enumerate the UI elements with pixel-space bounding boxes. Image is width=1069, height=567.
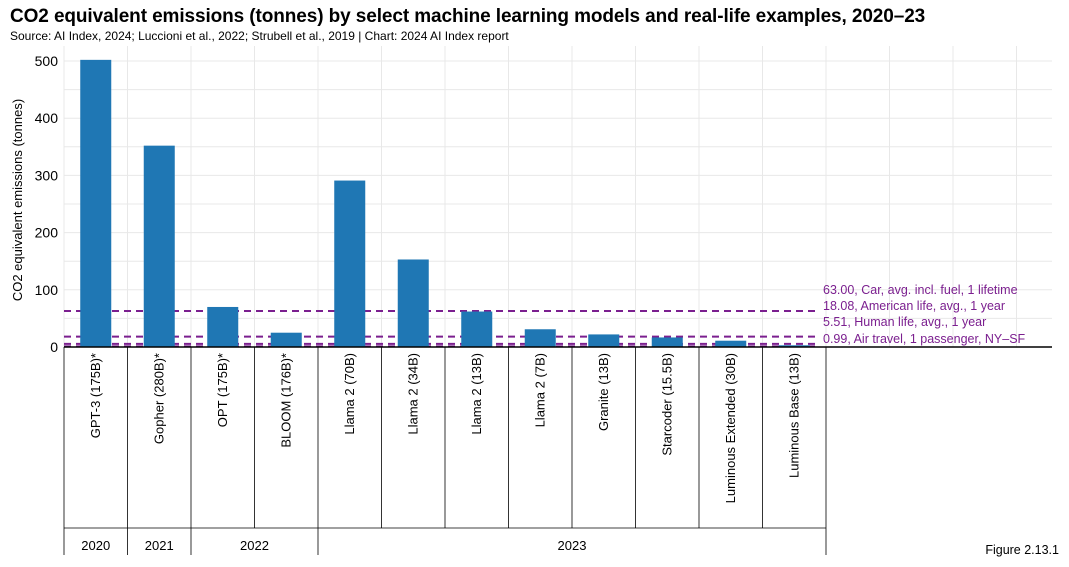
y-tick-label: 300 [35, 167, 59, 183]
bar [461, 311, 493, 347]
category-label: Gopher (280B)* [151, 353, 166, 444]
axes: 0 100 200 300 400 500 [35, 53, 1052, 355]
y-tick-label: 0 [50, 339, 58, 355]
category-label: Llama 2 (13B) [469, 353, 484, 435]
chart-title: CO2 equivalent emissions (tonnes) by sel… [10, 6, 926, 27]
category-label: Starcoder (15.5B) [659, 353, 674, 456]
bar [207, 306, 239, 347]
bar [143, 145, 175, 347]
bar [334, 180, 366, 347]
bar [270, 332, 302, 347]
category-labels: GPT-3 (175B)* Gopher (280B)* OPT (175B)* BL… [63, 347, 827, 528]
reference-line-label: 18.08, American life, avg., 1 year [823, 299, 1005, 313]
year-label: 2021 [145, 538, 174, 553]
category-label: GPT-3 (175B)* [88, 353, 103, 438]
year-label: 2022 [240, 538, 269, 553]
category-label: Granite (13B) [596, 353, 611, 431]
grid [63, 46, 1052, 347]
chart-source: Source: AI Index, 2024; Luccioni et al.,… [10, 29, 509, 43]
y-tick-label: 200 [35, 225, 59, 241]
year-label: 2020 [81, 538, 110, 553]
category-label: Llama 2 (34B) [405, 353, 420, 435]
figure-label: Figure 2.13.1 [985, 543, 1059, 557]
bar [397, 259, 429, 347]
bar [715, 340, 747, 347]
category-label: OPT (175B)* [215, 353, 230, 427]
bar [588, 334, 620, 347]
bar [778, 345, 810, 347]
bar [524, 329, 556, 347]
category-label: Luminous Extended (30B) [723, 353, 738, 503]
bar [651, 337, 683, 347]
bars [80, 59, 810, 348]
year-groups: 2020 2021 2022 2023 [63, 527, 827, 555]
category-label: Llama 2 (70B) [342, 353, 357, 435]
reference-line-label: 0.99, Air travel, 1 passenger, NY–SF [823, 332, 1026, 346]
year-label: 2023 [558, 538, 587, 553]
reference-line-label: 5.51, Human life, avg., 1 year [823, 315, 986, 329]
category-label: Luminous Base (13B) [786, 353, 801, 478]
bar [80, 59, 112, 348]
reference-line-label: 63.00, Car, avg. incl. fuel, 1 lifetime [823, 283, 1018, 297]
y-tick-label: 500 [35, 53, 59, 69]
y-tick-label: 100 [35, 282, 59, 298]
y-axis-label: CO2 equivalent emissions (tonnes) [10, 99, 25, 301]
category-label: Llama 2 (7B) [532, 353, 547, 427]
category-label: BLOOM (176B)* [278, 353, 293, 448]
y-tick-label: 400 [35, 110, 59, 126]
